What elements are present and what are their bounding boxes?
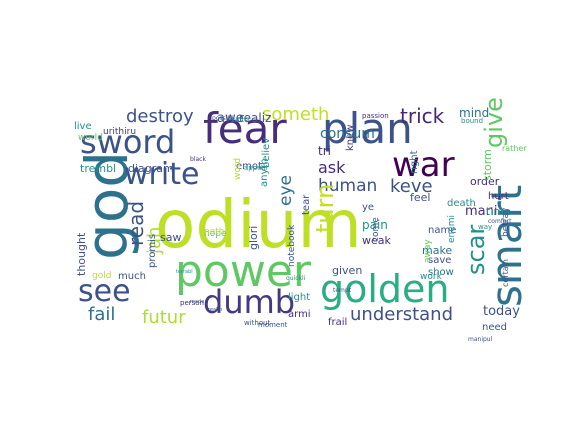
word-light: light (288, 292, 311, 303)
word-fail: fail (88, 304, 116, 325)
word-manipul: manipul (468, 336, 493, 343)
word-time: time (486, 205, 511, 218)
word-ye: ye (362, 202, 375, 213)
word-scar: scar (462, 224, 490, 275)
word-away: away (423, 239, 433, 263)
word-trembl: trembl (80, 162, 117, 175)
word-person: person (180, 299, 204, 307)
word-hurt: hurt (488, 191, 509, 202)
word-need: need (482, 322, 507, 333)
word-pain: pain (362, 218, 388, 232)
word-way: way (478, 223, 493, 231)
word-possibl: possibl (212, 115, 233, 122)
word-better: better (232, 117, 251, 124)
word-order: order (470, 175, 500, 188)
word-made: made (190, 299, 205, 305)
word-ask: ask (318, 158, 346, 177)
word-black: black (190, 156, 206, 163)
word-death: death (447, 198, 476, 209)
word-emot: emot (236, 161, 262, 172)
word-futur: futur (142, 307, 186, 328)
word-work: work (420, 272, 442, 282)
word-show: show (428, 267, 454, 278)
word-destroy: destroy (126, 106, 194, 127)
word-quickli: quickli (286, 275, 306, 282)
word-hope: hope (204, 229, 227, 239)
word-moment: moment (258, 321, 288, 329)
word-noth: noth (204, 227, 225, 237)
word-gold: gold (92, 271, 112, 281)
word-fear: fear (203, 104, 287, 153)
word-enemi: enemi (447, 214, 457, 243)
word-saw: saw (160, 231, 182, 244)
word-trick: trick (400, 104, 445, 128)
word-human: human (318, 176, 378, 196)
word-realm: realm (208, 307, 223, 313)
word-plan: plan (322, 104, 413, 153)
word-read: read (124, 200, 148, 246)
word-much: much (118, 271, 146, 282)
word-weak: weak (362, 234, 391, 247)
word-diagram: diagram (128, 162, 174, 175)
word-give: give (480, 97, 508, 148)
word-feel: feel (410, 191, 431, 204)
word-name: name (428, 225, 457, 236)
word-bound: bound (461, 117, 484, 125)
word-rather: rather (502, 144, 527, 153)
word-notebook: notebook (287, 224, 297, 267)
word-comfort: comfort (488, 218, 512, 225)
word-urithiru: urithiru (103, 127, 137, 137)
word-golden: golden (320, 267, 450, 311)
word-mind: mind (459, 106, 490, 120)
word-save: save (428, 255, 452, 266)
word-without: without (244, 319, 271, 327)
word-power: power (175, 246, 311, 297)
word-mani: mani (465, 204, 498, 219)
word-understand: understand (350, 304, 454, 325)
word-certain: certain (501, 259, 510, 287)
word-tear: tear (301, 194, 312, 215)
word-turn: turn (311, 183, 339, 233)
word-frail: frail (328, 317, 348, 328)
word-sword: sword (80, 123, 176, 161)
word-promis: promis (147, 233, 158, 268)
word-today: today (483, 304, 520, 319)
word-see: see (78, 274, 131, 309)
word-right: right (409, 150, 420, 175)
word-glori: glori (247, 225, 260, 250)
word-word: word (233, 157, 243, 180)
word-anyth: anyth (259, 158, 270, 187)
word-terrabl: terrabl (176, 269, 193, 275)
word-passion: passion (362, 112, 389, 120)
word-tri: tri (318, 144, 331, 158)
word-world: world (78, 133, 103, 143)
word-realiz: realiz (239, 111, 272, 125)
word-come: come (371, 217, 381, 242)
word-keve: keve (390, 176, 433, 197)
word-someth: someth (262, 104, 330, 125)
word-odium: odium (155, 186, 362, 263)
word-knew: knew (345, 124, 356, 151)
word-consum: consum (320, 126, 375, 142)
word-write: write (124, 157, 200, 192)
word-awe: awe (217, 111, 244, 126)
word-armi: armi (288, 309, 311, 320)
word-appear: appear (244, 164, 269, 172)
word-live: live (74, 121, 92, 132)
word-war: war (392, 145, 455, 185)
word-tempt: tempt (333, 287, 352, 294)
word-make: make (422, 244, 453, 257)
word-eye: eye (276, 175, 296, 206)
word-storm: storm (481, 149, 494, 181)
word-thought: thought (75, 232, 88, 276)
word-given: given (332, 264, 363, 277)
word-dumb: dumb (203, 283, 296, 321)
